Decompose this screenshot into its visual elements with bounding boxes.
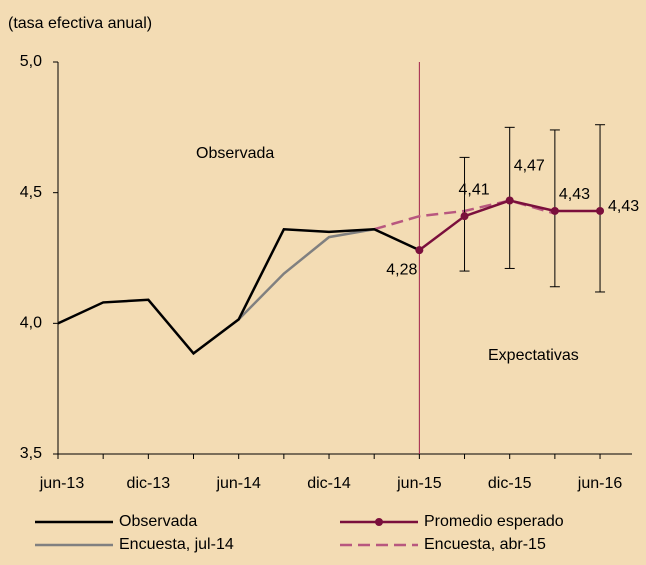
legend-label: Encuesta, jul-14 bbox=[119, 536, 234, 553]
data-label: 4,47 bbox=[514, 158, 545, 175]
point bbox=[596, 206, 605, 215]
x-tick-label: dic-13 bbox=[127, 475, 171, 492]
y-tick-label: 4,5 bbox=[20, 184, 42, 201]
y-axis-label: (tasa efectiva anual) bbox=[8, 15, 152, 32]
legend-marker bbox=[375, 518, 383, 526]
y-tick-label: 5,0 bbox=[20, 53, 42, 70]
point bbox=[550, 206, 559, 215]
x-tick-label: jun-14 bbox=[215, 475, 261, 492]
x-tick-label: jun-16 bbox=[577, 475, 623, 492]
x-tick-label: jun-13 bbox=[39, 475, 85, 492]
data-label: 4,43 bbox=[559, 186, 590, 203]
point bbox=[505, 196, 514, 205]
series-line bbox=[237, 228, 375, 321]
x-tick-label: dic-15 bbox=[488, 475, 532, 492]
y-tick-label: 4,0 bbox=[20, 315, 42, 332]
x-tick-label: dic-14 bbox=[307, 475, 351, 492]
legend-label: Promedio esperado bbox=[424, 513, 564, 530]
data-label: 4,41 bbox=[459, 181, 490, 198]
legend-label: Encuesta, abr-15 bbox=[424, 536, 546, 553]
legend-label: Observada bbox=[119, 513, 197, 530]
annotation: Observada bbox=[196, 145, 274, 162]
y-tick-label: 3,5 bbox=[20, 445, 42, 462]
series-line bbox=[57, 227, 420, 356]
data-label: 4,43 bbox=[608, 198, 639, 215]
data-label: 4,28 bbox=[386, 261, 417, 278]
point bbox=[460, 212, 469, 221]
x-tick-label: jun-15 bbox=[396, 475, 442, 492]
point bbox=[415, 246, 424, 255]
annotation: Expectativas bbox=[488, 347, 579, 364]
